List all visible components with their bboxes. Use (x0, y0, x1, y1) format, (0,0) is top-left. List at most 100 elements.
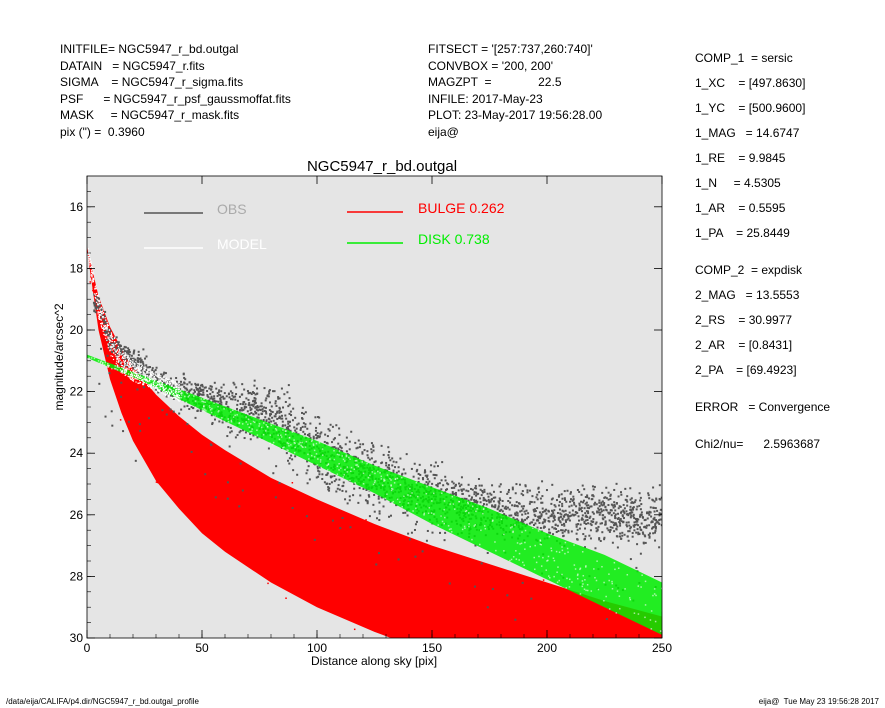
obs-point (175, 381, 178, 384)
obs-point (490, 493, 493, 496)
disk-point (653, 593, 656, 595)
disk-point (356, 464, 358, 466)
bulge-point (622, 644, 624, 646)
disk-point (100, 360, 103, 362)
obs-point (102, 319, 105, 322)
obs-point (511, 488, 514, 491)
disk-point (608, 573, 610, 575)
model-point (175, 386, 178, 388)
obs-point (314, 433, 317, 436)
bulge-point (494, 649, 496, 651)
model-point (102, 311, 104, 314)
disk-point (373, 481, 376, 484)
obs-point (145, 371, 148, 374)
bulge-point (319, 554, 321, 556)
model-point (110, 347, 112, 349)
obs-point (337, 484, 340, 487)
model-point (116, 357, 118, 359)
obs-point (233, 383, 236, 386)
component-parameter: 2_PA = [69.4923] (695, 363, 797, 377)
obs-point (425, 475, 428, 478)
obs-point (630, 514, 633, 517)
disk-point (161, 385, 164, 387)
header-left-line: SIGMA = NGC5947_r_sigma.fits (60, 75, 244, 89)
bulge-point (101, 333, 104, 336)
obs-point (114, 351, 117, 354)
model-point (138, 367, 140, 369)
model-point (143, 382, 145, 384)
disk-point (611, 582, 613, 585)
disk-point (317, 458, 319, 460)
obs-point (612, 521, 615, 524)
bulge-point (636, 694, 638, 696)
obs-point (359, 443, 362, 446)
obs-point (408, 538, 411, 541)
disk-point (227, 418, 229, 420)
obs-point (599, 522, 602, 525)
disk-point (214, 415, 217, 417)
disk-point (209, 406, 211, 409)
disk-point (260, 426, 263, 429)
disk-point (346, 471, 349, 473)
obs-point (427, 482, 430, 485)
obs-point (367, 456, 370, 459)
obs-point (527, 512, 530, 515)
bulge-point (303, 574, 305, 577)
disk-point (511, 526, 513, 528)
model-point (155, 391, 157, 393)
obs-point (578, 490, 581, 493)
model-point (145, 374, 147, 376)
model-point (124, 360, 126, 363)
obs-point (643, 519, 646, 522)
obs-point (629, 498, 632, 501)
obs-point (199, 388, 202, 391)
obs-point (550, 513, 553, 516)
disk-point (269, 442, 271, 444)
obs-point (354, 455, 357, 458)
obs-point (626, 504, 629, 507)
bulge-point (518, 674, 520, 676)
obs-point (576, 538, 579, 541)
disk-point (200, 398, 202, 400)
obs-point (541, 480, 544, 483)
obs-point (585, 504, 588, 507)
model-point (97, 308, 99, 310)
disk-point (282, 447, 284, 449)
disk-point (253, 421, 256, 424)
obs-point (590, 520, 593, 523)
bulge-point (154, 431, 156, 433)
obs-point (295, 427, 298, 430)
obs-point (491, 498, 494, 501)
obs-point (568, 505, 571, 508)
model-point (173, 394, 175, 396)
model-point (111, 346, 113, 348)
model-point (107, 332, 110, 334)
obs-point (206, 390, 209, 393)
bulge-point (186, 453, 188, 456)
obs-point (425, 539, 428, 542)
obs-point (265, 397, 268, 400)
model-point (115, 350, 117, 352)
obs-point (264, 406, 267, 409)
disk-point (561, 546, 563, 548)
obs-point (377, 497, 380, 500)
disk-point (503, 550, 505, 552)
obs-point (620, 537, 623, 540)
obs-point (584, 512, 587, 515)
model-point (127, 356, 130, 358)
bulge-point (332, 602, 335, 605)
obs-point (357, 501, 360, 504)
obs-point (314, 416, 317, 419)
obs-point (426, 478, 429, 481)
disk-point (585, 589, 587, 592)
disk-point (183, 395, 186, 398)
disk-point (383, 478, 385, 481)
obs-point (578, 527, 581, 530)
obs-point (177, 383, 180, 386)
obs-point (497, 505, 500, 508)
obs-point (467, 499, 470, 502)
obs-point (94, 306, 97, 309)
obs-point (154, 389, 157, 392)
x-tick-label: 0 (84, 641, 91, 655)
model-point (138, 376, 140, 378)
